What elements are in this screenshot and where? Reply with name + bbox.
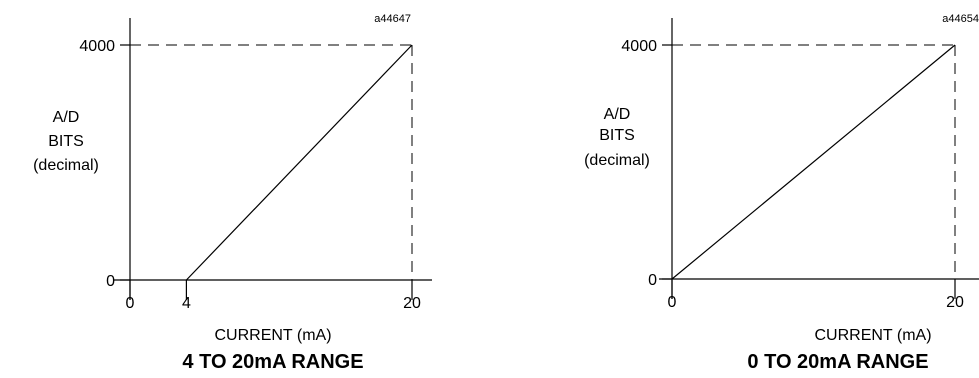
x-tick-label: 20 <box>403 295 421 312</box>
y-axis-label: A/D <box>604 106 631 123</box>
y-axis-label: A/D <box>53 109 80 126</box>
x-tick-label: 4 <box>182 295 191 312</box>
series-line <box>671 44 956 280</box>
y-tick-label: 4000 <box>621 38 657 55</box>
chart-panel-1: a44647 0 4000 0 4 20 A/D BITS (decimal) CURRENT (… <box>33 13 432 373</box>
y-axis-label: BITS <box>48 133 84 150</box>
series-line <box>185 44 413 281</box>
x-tick-label: 0 <box>668 294 677 311</box>
chart-title: 4 TO 20mA RANGE <box>182 351 363 373</box>
x-axis-label: CURRENT (mA) <box>814 327 931 344</box>
y-tick-label: 0 <box>648 272 657 289</box>
figure-ref-id: a44647 <box>374 13 411 25</box>
y-tick-label: 0 <box>106 273 115 290</box>
y-tick-label: 4000 <box>79 38 115 55</box>
chart-title: 0 TO 20mA RANGE <box>747 351 928 373</box>
x-tick-label: 20 <box>946 294 964 311</box>
y-axis-label: BITS <box>599 127 635 144</box>
figure-ref-id: a44654 <box>942 13 979 25</box>
x-tick-label: 0 <box>126 295 135 312</box>
x-axis-label: CURRENT (mA) <box>214 327 331 344</box>
chart-panel-2: a44654 0 4000 0 20 A/D BITS (decimal) CURRENT (m… <box>584 13 979 373</box>
y-axis-label: (decimal) <box>584 152 650 169</box>
y-axis-label: (decimal) <box>33 157 99 174</box>
